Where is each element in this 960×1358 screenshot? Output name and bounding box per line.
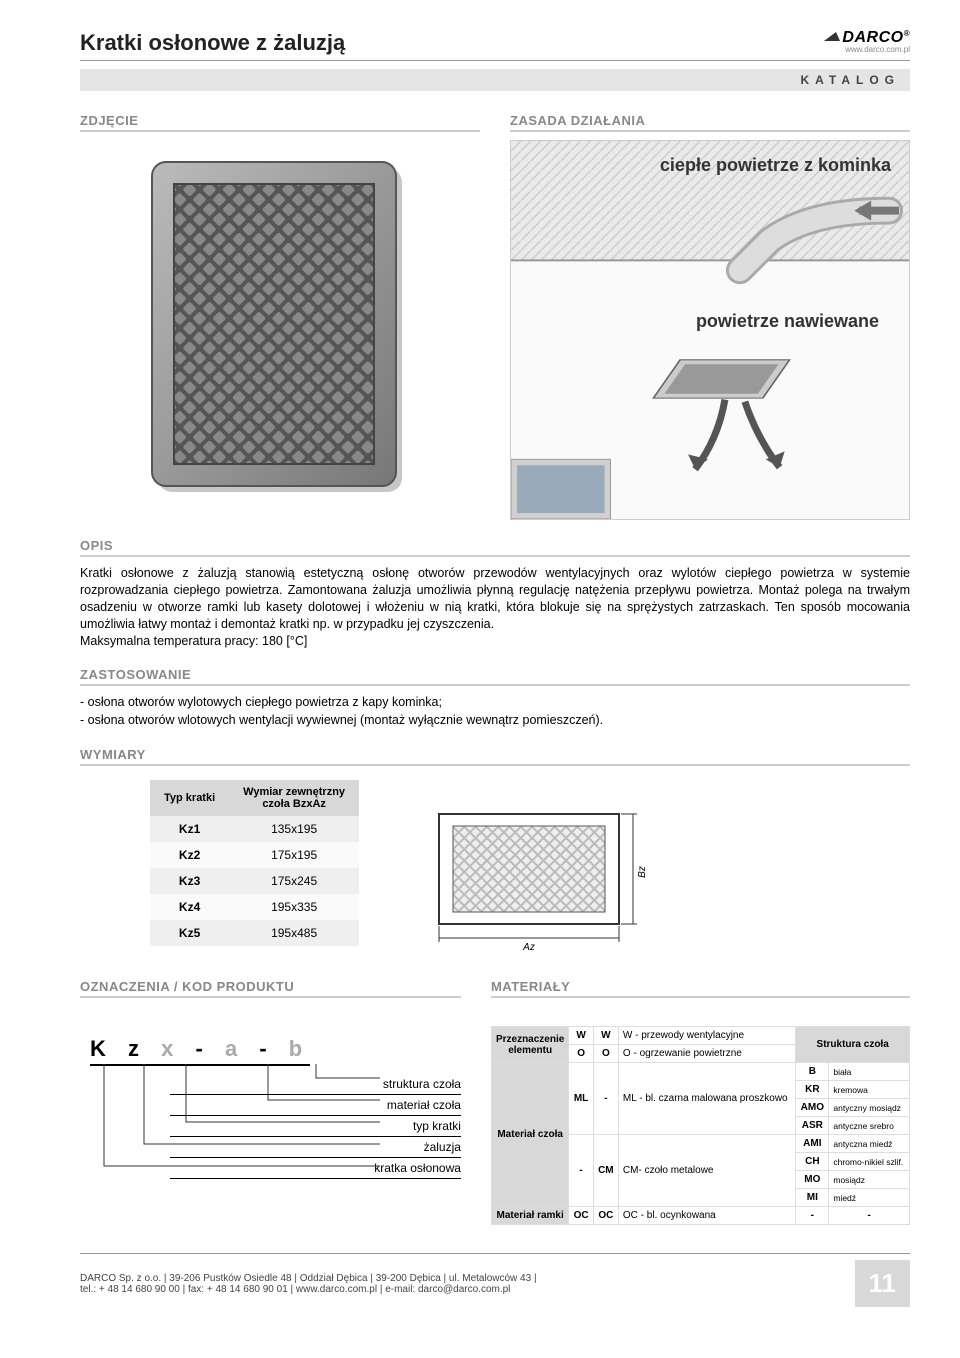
dimensions-table: Typ kratki Wymiar zewnętrzny czoła BzxAz… bbox=[150, 780, 359, 946]
section-opis: OPIS bbox=[80, 538, 910, 557]
page-title: Kratki osłonowe z żaluzją bbox=[80, 30, 345, 56]
product-code-formula: K z x - a - b bbox=[90, 1036, 310, 1066]
zastosowanie-text: - osłona otworów wylotowych ciepłego pow… bbox=[80, 694, 910, 729]
product-photo bbox=[80, 140, 480, 520]
logo-triangle-icon bbox=[822, 30, 842, 42]
page-number: 11 bbox=[855, 1260, 911, 1307]
section-zasada: ZASADA DZIAŁANIA bbox=[510, 113, 910, 132]
opis-temp: Maksymalna temperatura pracy: 180 [°C] bbox=[80, 633, 910, 650]
kod-label: kratka osłonowa bbox=[170, 1158, 461, 1179]
brand-url: www.darco.com.pl bbox=[822, 46, 910, 54]
svg-text:Az: Az bbox=[522, 942, 535, 953]
table-row: Kz5195x485 bbox=[150, 920, 359, 946]
kod-label: materiał czoła bbox=[170, 1095, 461, 1116]
table-row: Kz2175x195 bbox=[150, 842, 359, 868]
table-row: Kz4195x335 bbox=[150, 894, 359, 920]
table-row: Kz3175x245 bbox=[150, 868, 359, 894]
brand-logo: DARCO® www.darco.com.pl bbox=[822, 30, 910, 54]
kod-label: żaluzja bbox=[170, 1137, 461, 1158]
section-materialy: MATERIAŁY bbox=[491, 979, 910, 998]
dim-col-wymiar: Wymiar zewnętrzny czoła BzxAz bbox=[229, 780, 359, 816]
footer: DARCO Sp. z o.o. | 39-206 Pustków Osiedl… bbox=[80, 1253, 910, 1307]
section-zastosowanie: ZASTOSOWANIE bbox=[80, 667, 910, 686]
opis-text: Kratki osłonowe z żaluzją stanowią estet… bbox=[80, 565, 910, 633]
diagram-label-top: ciepłe powietrze z kominka bbox=[660, 155, 891, 176]
section-oznaczenia: OZNACZENIA / KOD PRODUKTU bbox=[80, 979, 461, 998]
svg-text:Bz: Bz bbox=[637, 867, 648, 879]
dim-col-typ: Typ kratki bbox=[150, 780, 229, 816]
footer-line1: DARCO Sp. z o.o. | 39-206 Pustków Osiedl… bbox=[80, 1273, 537, 1284]
diagram-label-bottom: powietrze nawiewane bbox=[696, 311, 879, 332]
footer-line2: tel.: + 48 14 680 90 00 | fax: + 48 14 6… bbox=[80, 1284, 537, 1295]
dimension-diagram: Az Bz bbox=[419, 804, 679, 957]
materials-table: Przeznaczenie elementu W W W - przewody … bbox=[491, 1026, 910, 1225]
katalog-bar: KATALOG bbox=[80, 69, 910, 91]
section-wymiary: WYMIARY bbox=[80, 747, 910, 766]
operation-diagram: ciepłe powietrze z kominka powietrze naw… bbox=[510, 140, 910, 520]
kod-label: typ kratki bbox=[170, 1116, 461, 1137]
header: Kratki osłonowe z żaluzją DARCO® www.dar… bbox=[80, 30, 910, 61]
table-row: Kz1135x195 bbox=[150, 816, 359, 842]
section-zdjecie: ZDJĘCIE bbox=[80, 113, 480, 132]
kod-label: struktura czoła bbox=[170, 1074, 461, 1095]
